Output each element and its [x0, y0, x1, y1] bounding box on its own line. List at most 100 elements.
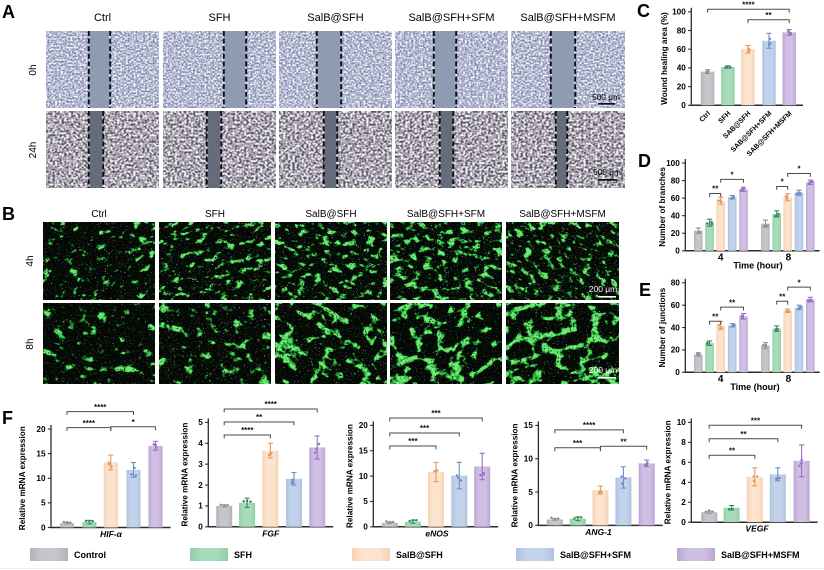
svg-text:**: **	[779, 292, 786, 301]
svg-text:4h: 4h	[25, 255, 36, 266]
svg-text:SalB@SFH+SFM: SalB@SFH+SFM	[408, 12, 494, 24]
svg-text:200 μm: 200 μm	[589, 284, 618, 294]
svg-text:1: 1	[198, 502, 203, 511]
svg-text:SalB@SFH+SFM: SalB@SFH+SFM	[560, 550, 631, 560]
svg-text:40: 40	[677, 64, 687, 73]
svg-text:40: 40	[671, 323, 681, 332]
svg-text:**: **	[740, 430, 747, 439]
svg-text:Number of junctions: Number of junctions	[658, 287, 667, 367]
svg-text:100: 100	[666, 159, 680, 168]
svg-text:6: 6	[681, 458, 686, 467]
svg-text:60: 60	[671, 301, 681, 310]
svg-text:**: **	[712, 185, 719, 194]
svg-text:80: 80	[671, 176, 681, 185]
svg-text:20: 20	[359, 421, 369, 430]
svg-text:8: 8	[786, 374, 792, 385]
svg-text:10: 10	[359, 472, 369, 481]
svg-text:HIF-α: HIF-α	[100, 529, 123, 539]
svg-text:*: *	[132, 418, 136, 427]
svg-text:80: 80	[671, 279, 681, 288]
svg-text:15: 15	[36, 449, 46, 458]
svg-text:100: 100	[672, 8, 686, 17]
svg-text:60: 60	[677, 45, 687, 54]
svg-text:0: 0	[528, 521, 533, 530]
svg-text:5: 5	[528, 488, 533, 497]
svg-text:***: ***	[573, 439, 583, 448]
svg-text:5: 5	[363, 497, 368, 506]
svg-text:20: 20	[36, 425, 46, 434]
svg-text:5: 5	[41, 499, 46, 508]
svg-text:eNOS: eNOS	[425, 528, 448, 538]
svg-text:SalB@SFH+MSFM: SalB@SFH+MSFM	[520, 12, 615, 24]
svg-text:8h: 8h	[25, 338, 36, 349]
svg-text:60: 60	[671, 194, 681, 203]
svg-text:SFH: SFH	[205, 209, 225, 220]
svg-text:***: ***	[408, 437, 418, 446]
svg-text:***: ***	[751, 417, 761, 426]
svg-text:**: **	[729, 446, 736, 455]
svg-text:F: F	[2, 408, 13, 428]
svg-text:4: 4	[718, 253, 724, 264]
svg-text:Number of branches: Number of branches	[658, 167, 667, 247]
svg-text:4: 4	[681, 478, 686, 487]
svg-text:VEGF: VEGF	[745, 524, 769, 534]
svg-text:15: 15	[359, 447, 369, 456]
svg-text:4: 4	[198, 439, 203, 448]
svg-text:D: D	[638, 151, 651, 171]
svg-text:SFH: SFH	[234, 550, 252, 560]
svg-text:0: 0	[681, 101, 686, 110]
svg-text:**: **	[620, 438, 627, 447]
svg-text:***: ***	[420, 424, 430, 433]
svg-text:Wound healing area (%): Wound healing area (%)	[660, 12, 669, 105]
svg-text:****: ****	[742, 0, 755, 9]
svg-text:Ctrl: Ctrl	[94, 12, 111, 24]
svg-text:Time (hour): Time (hour)	[733, 261, 782, 271]
svg-text:**: **	[712, 312, 719, 321]
svg-text:SalB@SFH: SalB@SFH	[307, 12, 363, 24]
svg-text:20: 20	[677, 82, 687, 91]
svg-text:**: **	[256, 413, 263, 422]
svg-text:SFH: SFH	[717, 110, 732, 125]
svg-text:Relative mRNA expression: Relative mRNA expression	[18, 426, 27, 530]
svg-text:500 μm: 500 μm	[593, 167, 621, 177]
svg-text:****: ****	[83, 419, 96, 428]
svg-text:3: 3	[198, 460, 203, 469]
svg-text:SFH: SFH	[209, 12, 231, 24]
svg-text:C: C	[637, 1, 650, 21]
svg-text:2: 2	[198, 481, 203, 490]
svg-text:15: 15	[524, 421, 534, 430]
svg-text:40: 40	[671, 212, 681, 221]
svg-text:Relative mRNA expression: Relative mRNA expression	[664, 420, 673, 524]
svg-text:10: 10	[36, 474, 46, 483]
svg-text:Time (hour): Time (hour)	[730, 382, 779, 392]
svg-text:**: **	[765, 11, 772, 20]
svg-text:200 μm: 200 μm	[589, 365, 618, 375]
svg-text:A: A	[2, 2, 15, 22]
svg-text:0: 0	[198, 523, 203, 532]
svg-text:****: ****	[264, 400, 277, 409]
svg-text:0h: 0h	[28, 64, 39, 75]
svg-text:20: 20	[671, 229, 681, 238]
svg-text:5: 5	[198, 418, 203, 427]
svg-text:2: 2	[681, 498, 686, 507]
svg-text:Ctrl: Ctrl	[91, 209, 107, 220]
svg-text:SalB@SFH: SalB@SFH	[305, 209, 356, 220]
svg-text:500 μm: 500 μm	[592, 92, 620, 102]
svg-text:24h: 24h	[28, 142, 39, 159]
svg-text:*: *	[731, 171, 735, 180]
svg-text:Control: Control	[74, 550, 106, 560]
svg-text:***: ***	[431, 409, 441, 418]
svg-text:****: ****	[94, 403, 107, 412]
svg-text:20: 20	[671, 346, 681, 355]
svg-text:Relative mRNA expression: Relative mRNA expression	[511, 423, 520, 527]
svg-text:0: 0	[675, 247, 680, 256]
svg-text:Relative mRNA expression: Relative mRNA expression	[346, 424, 355, 528]
svg-text:8: 8	[786, 253, 792, 264]
svg-text:10: 10	[677, 418, 687, 427]
svg-text:*: *	[797, 165, 801, 174]
svg-text:SalB@SFH+MSFM: SalB@SFH+MSFM	[519, 209, 606, 220]
svg-text:80: 80	[677, 26, 687, 35]
svg-text:0: 0	[41, 523, 46, 532]
svg-text:0: 0	[363, 523, 368, 532]
svg-text:SalB@SFH+SFM: SalB@SFH+SFM	[407, 209, 485, 220]
